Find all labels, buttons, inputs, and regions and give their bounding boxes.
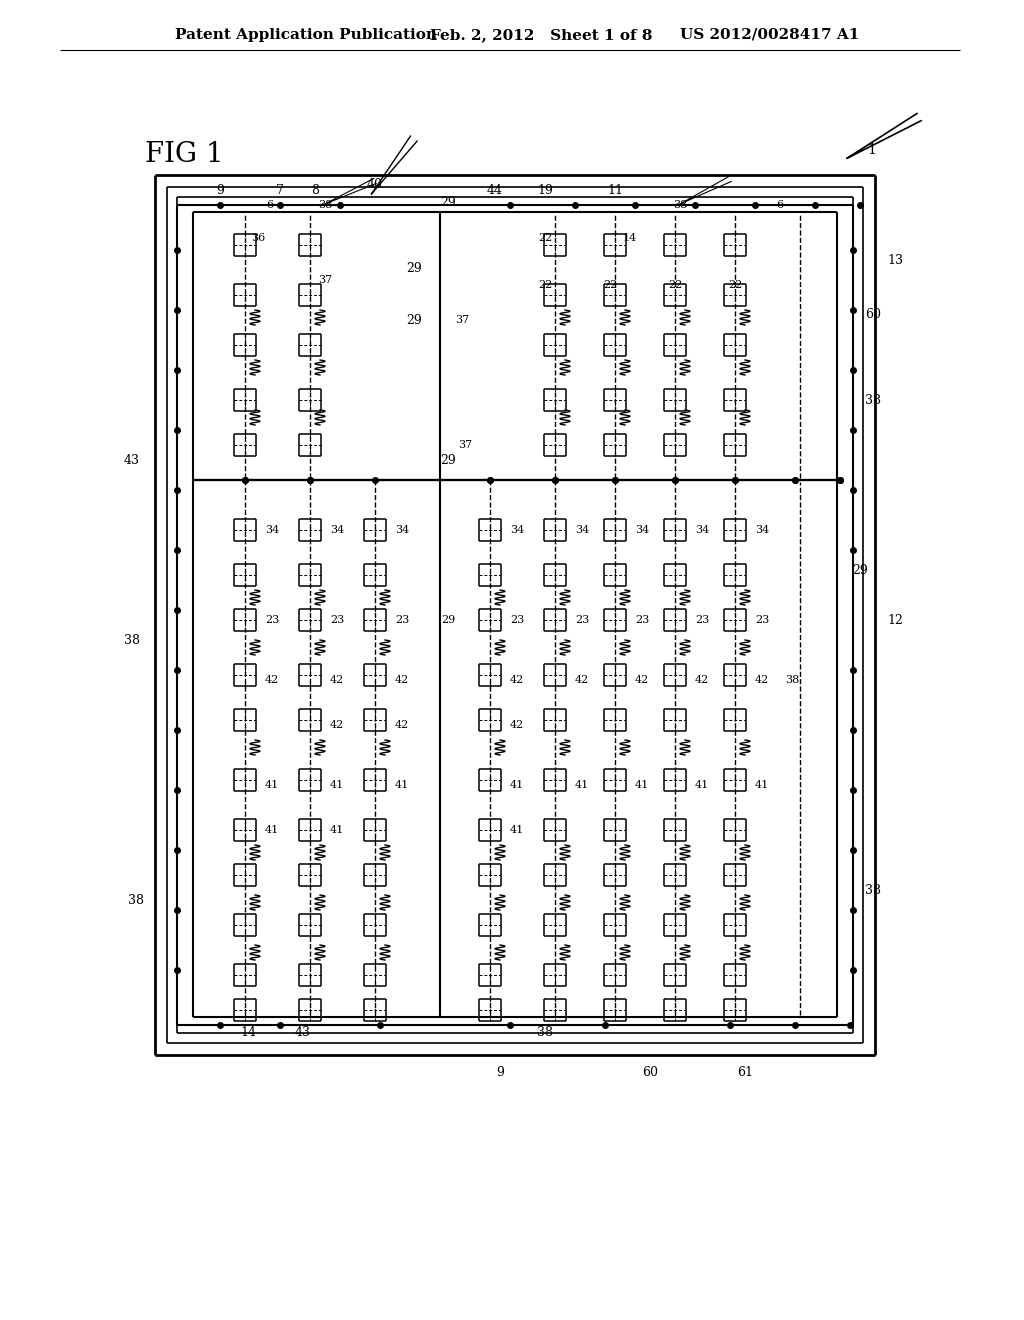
Text: 6: 6 (266, 201, 273, 210)
Text: 29: 29 (407, 261, 422, 275)
Text: 1: 1 (867, 143, 877, 157)
Text: 42: 42 (695, 675, 710, 685)
Text: 22: 22 (668, 280, 682, 290)
Text: 9: 9 (496, 1065, 504, 1078)
Text: 60: 60 (642, 1065, 658, 1078)
Text: 42: 42 (330, 719, 344, 730)
Text: 43: 43 (124, 454, 140, 466)
Text: 41: 41 (265, 780, 280, 789)
Text: 23: 23 (265, 615, 280, 624)
Text: 22: 22 (728, 280, 742, 290)
Text: 41: 41 (395, 780, 410, 789)
Text: 11: 11 (607, 183, 623, 197)
Text: US 2012/0028417 A1: US 2012/0028417 A1 (680, 28, 859, 42)
Text: 41: 41 (330, 780, 344, 789)
Text: 14: 14 (240, 1026, 256, 1039)
Text: Patent Application Publication: Patent Application Publication (175, 28, 437, 42)
Text: 36: 36 (251, 234, 265, 243)
Text: 34: 34 (330, 525, 344, 535)
Text: 6: 6 (776, 201, 783, 210)
Text: 37: 37 (458, 440, 472, 450)
Text: 22: 22 (603, 280, 617, 290)
Text: FIG 1: FIG 1 (145, 141, 223, 169)
Text: 23: 23 (330, 615, 344, 624)
Text: 19: 19 (537, 183, 553, 197)
Text: 41: 41 (574, 780, 589, 789)
Text: 37: 37 (317, 275, 332, 285)
Text: 9: 9 (216, 183, 224, 197)
Text: 22: 22 (538, 234, 552, 243)
Text: 29: 29 (407, 314, 422, 326)
Text: 42: 42 (330, 675, 344, 685)
Text: 38: 38 (124, 634, 140, 647)
Text: 34: 34 (265, 525, 280, 535)
Text: 41: 41 (695, 780, 710, 789)
Text: 38: 38 (537, 1026, 553, 1039)
Text: 42: 42 (574, 675, 589, 685)
Text: 40: 40 (367, 178, 383, 191)
Text: 38: 38 (865, 393, 881, 407)
Text: 34: 34 (695, 525, 710, 535)
Text: 42: 42 (635, 675, 649, 685)
Text: 29: 29 (440, 195, 456, 209)
Text: 42: 42 (755, 675, 769, 685)
Text: 60: 60 (865, 309, 881, 322)
Text: Feb. 2, 2012   Sheet 1 of 8: Feb. 2, 2012 Sheet 1 of 8 (430, 28, 652, 42)
Text: 42: 42 (395, 675, 410, 685)
Text: 34: 34 (510, 525, 524, 535)
Text: 38: 38 (128, 894, 144, 907)
Text: 41: 41 (635, 780, 649, 789)
Text: 22: 22 (538, 280, 552, 290)
Text: 12: 12 (887, 614, 903, 627)
Text: 29: 29 (852, 564, 868, 577)
Text: 29: 29 (440, 454, 456, 466)
Text: 23: 23 (635, 615, 649, 624)
Text: 41: 41 (510, 825, 524, 836)
Text: 61: 61 (737, 1065, 753, 1078)
Text: 41: 41 (755, 780, 769, 789)
Text: 42: 42 (510, 675, 524, 685)
Text: 14: 14 (623, 234, 637, 243)
Text: 23: 23 (695, 615, 710, 624)
Text: 29: 29 (441, 615, 455, 624)
Text: 38: 38 (317, 201, 332, 210)
Text: 42: 42 (395, 719, 410, 730)
Text: 34: 34 (635, 525, 649, 535)
Text: 23: 23 (574, 615, 589, 624)
Text: 41: 41 (510, 780, 524, 789)
Text: 38: 38 (784, 675, 799, 685)
Text: 43: 43 (295, 1026, 311, 1039)
Text: 23: 23 (755, 615, 769, 624)
Text: 42: 42 (265, 675, 280, 685)
Text: 34: 34 (395, 525, 410, 535)
Text: 23: 23 (395, 615, 410, 624)
Text: 34: 34 (574, 525, 589, 535)
Text: 34: 34 (755, 525, 769, 535)
Text: 44: 44 (487, 183, 503, 197)
Text: 38: 38 (673, 201, 687, 210)
Text: 37: 37 (455, 315, 469, 325)
Text: 8: 8 (311, 183, 319, 197)
Text: 41: 41 (330, 825, 344, 836)
Text: 41: 41 (265, 825, 280, 836)
Text: 13: 13 (887, 253, 903, 267)
Text: 23: 23 (510, 615, 524, 624)
Text: 42: 42 (510, 719, 524, 730)
Text: 38: 38 (865, 883, 881, 896)
Text: 7: 7 (276, 183, 284, 197)
